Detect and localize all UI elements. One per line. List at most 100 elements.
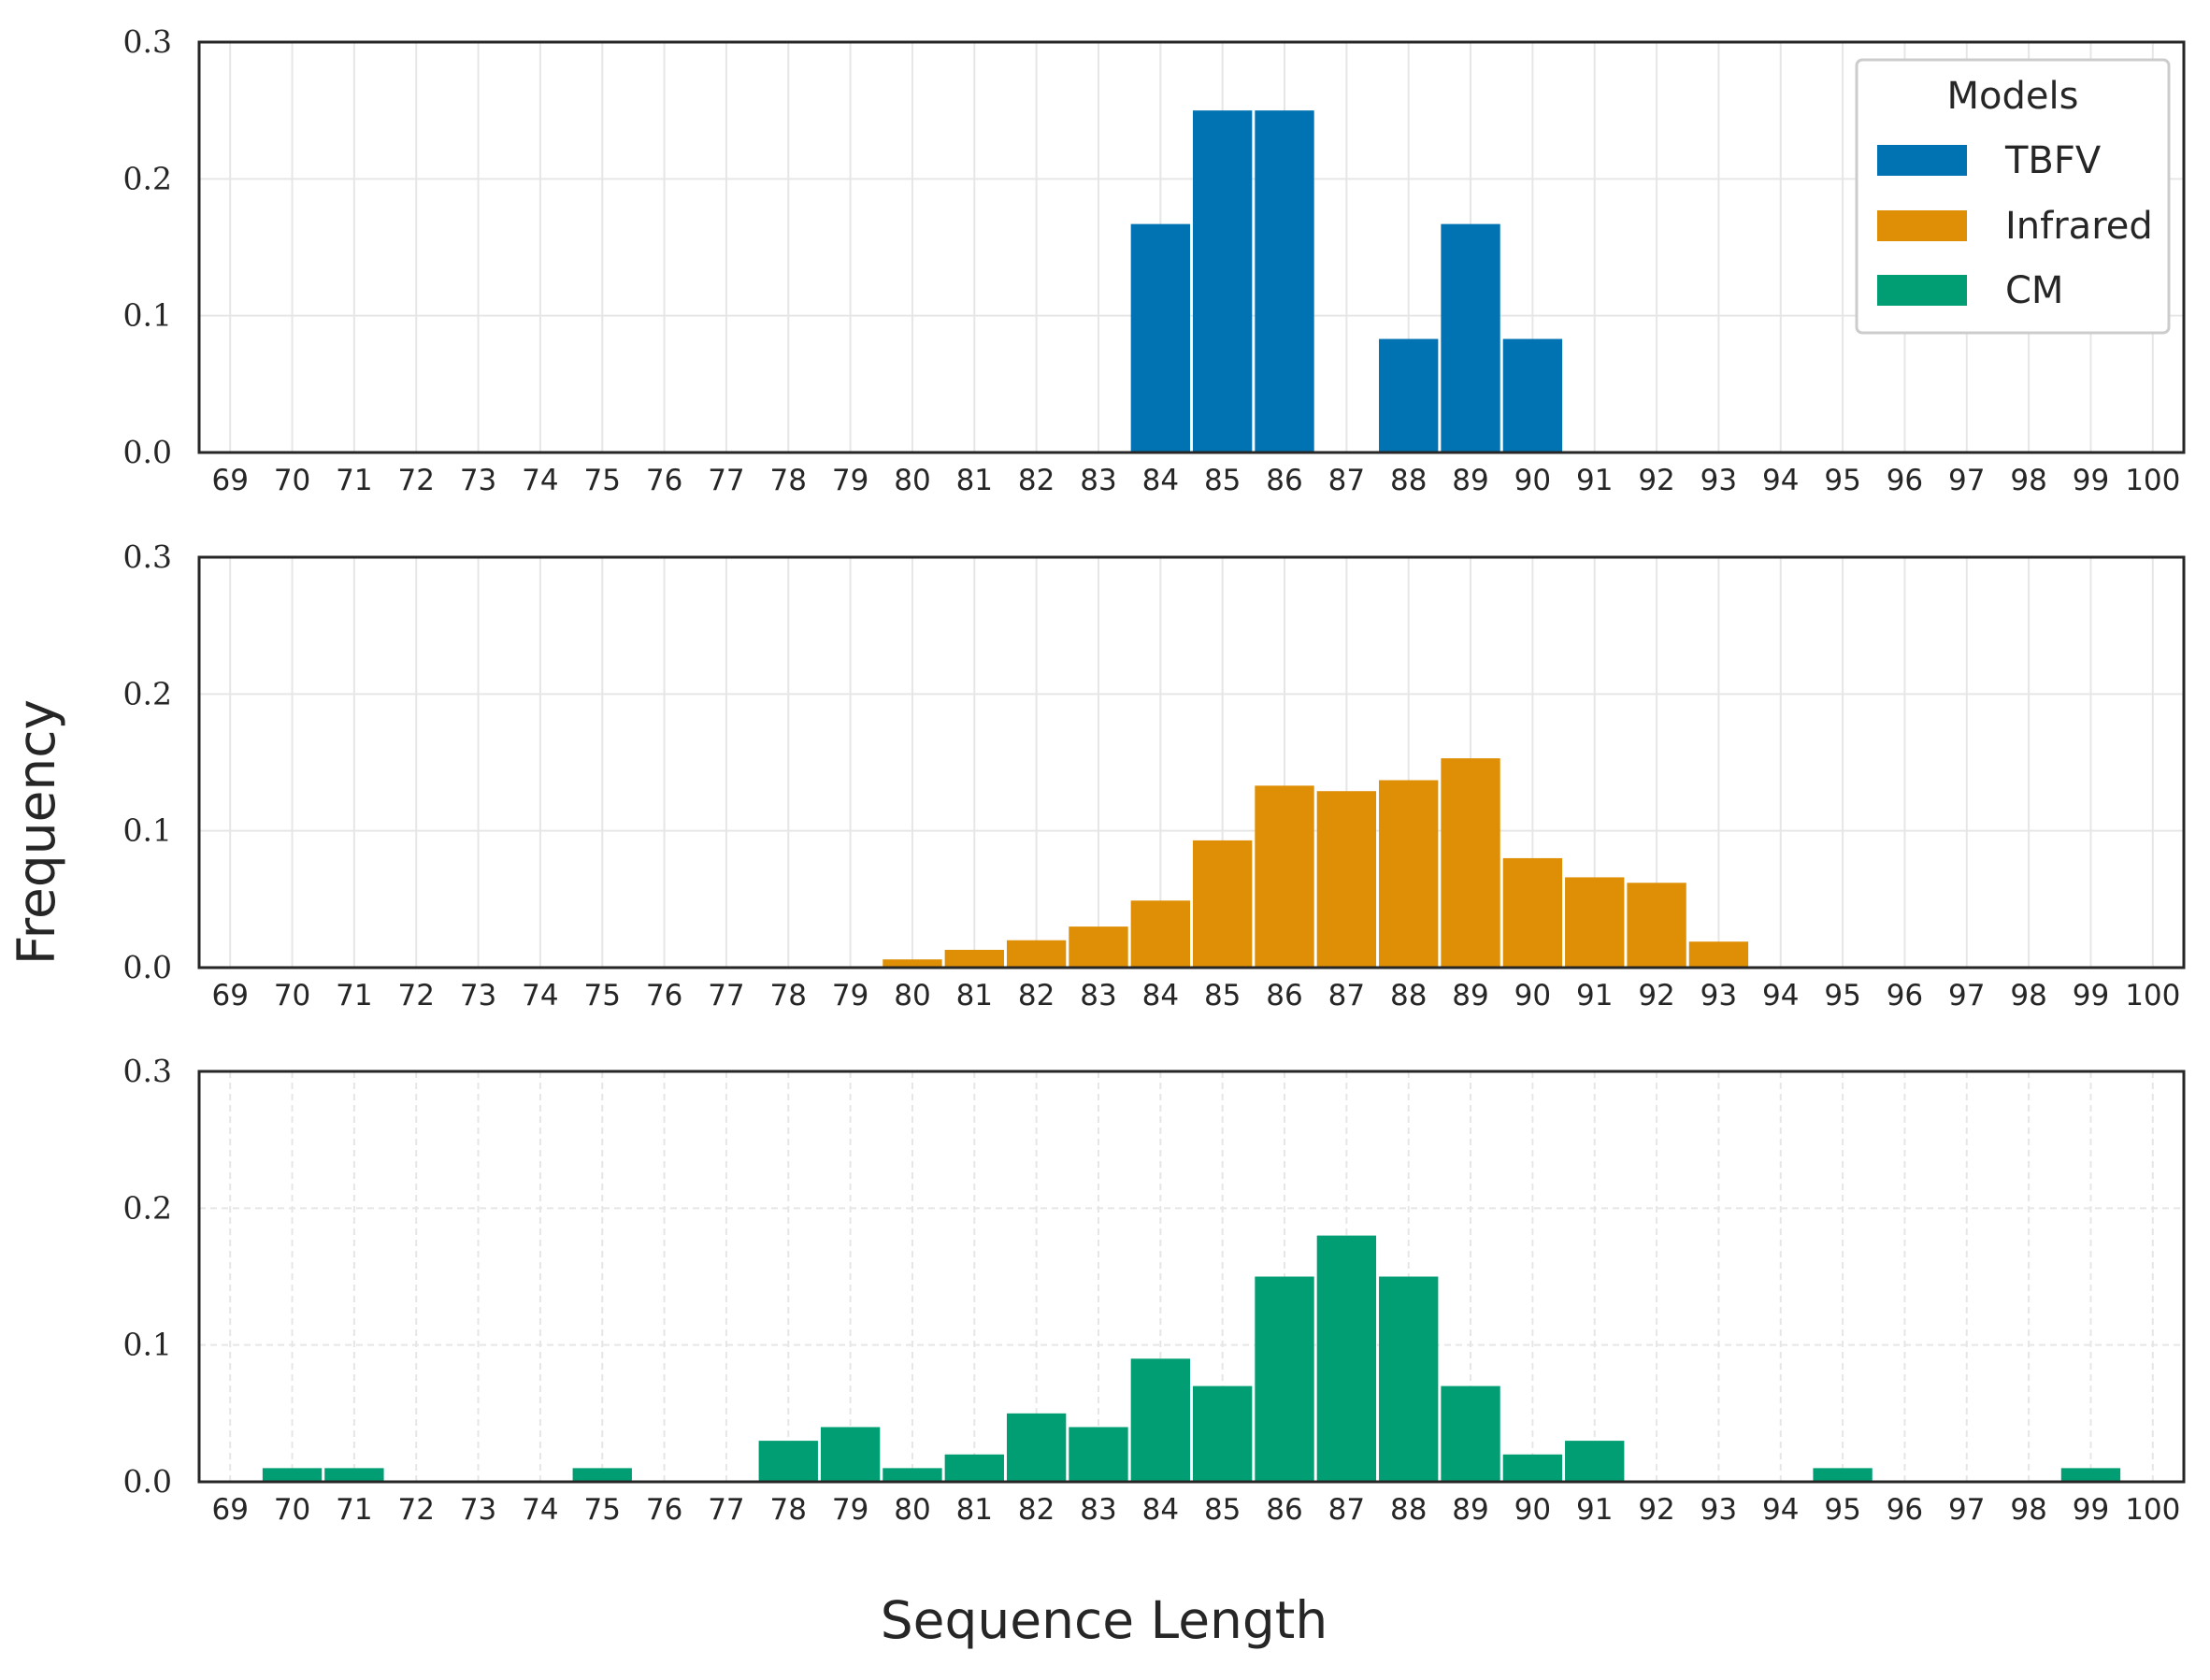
bar-91	[1565, 877, 1625, 968]
bar-86	[1255, 785, 1314, 968]
x-tick-label: 99	[2073, 1493, 2109, 1527]
bar-87	[1316, 791, 1377, 968]
x-tick-label: 91	[1576, 464, 1613, 497]
x-tick-label: 92	[1638, 464, 1674, 497]
x-tick-label: 80	[894, 464, 930, 497]
x-tick-label: 72	[397, 979, 434, 1012]
x-tick-label: 94	[1762, 1493, 1799, 1527]
x-tick-label: 98	[2010, 464, 2046, 497]
panel-infrared: 0.0 0.1 0.2 0.3 69 70 71 72 73 74 75 76 77 78 79 80 81 82…	[123, 538, 2186, 1012]
x-tick-label: 72	[397, 1493, 434, 1527]
bar-86	[1255, 110, 1314, 453]
x-tick-label: 89	[1452, 979, 1488, 1012]
bar-84	[1130, 900, 1190, 968]
x-tick-label: 74	[522, 979, 558, 1012]
x-tick-label: 78	[770, 464, 807, 497]
x-tick-label: 81	[956, 979, 993, 1012]
x-tick-label: 86	[1266, 979, 1302, 1012]
x-tick-label: 85	[1204, 464, 1241, 497]
y-tick-label: 0.3	[123, 1053, 172, 1089]
x-tick-label: 81	[956, 464, 993, 497]
y-tick-label: 0.2	[123, 1189, 172, 1226]
x-tick-label: 76	[646, 979, 682, 1012]
x-tick-label: 84	[1142, 1493, 1179, 1527]
x-tick-label: 100	[2125, 979, 2180, 1012]
x-tick-label: 93	[1701, 464, 1737, 497]
legend-title: Models	[1947, 75, 2079, 118]
x-tick-label: 86	[1266, 1493, 1302, 1527]
x-tick-label: 74	[522, 464, 558, 497]
bar-90	[1502, 857, 1563, 968]
legend-swatch-infrared	[1877, 210, 1967, 241]
x-tick-label: 94	[1762, 464, 1799, 497]
x-tick-label: 95	[1824, 1493, 1860, 1527]
x-tick-label: 83	[1080, 464, 1116, 497]
x-tick-label: 77	[708, 464, 744, 497]
x-tick-label: 94	[1762, 979, 1799, 1012]
legend-box	[1855, 58, 2171, 335]
x-tick-label: 82	[1018, 464, 1055, 497]
x-tick-label: 99	[2073, 464, 2109, 497]
x-tick-label: 82	[1018, 979, 1055, 1012]
x-tick-label: 86	[1266, 464, 1302, 497]
bar-89	[1441, 223, 1500, 452]
y-tick-label: 0.0	[123, 434, 172, 470]
x-tick-label: 98	[2010, 979, 2046, 1012]
x-tick-label: 95	[1824, 464, 1860, 497]
x-tick-label: 74	[522, 1493, 558, 1527]
y-tick-label: 0.2	[123, 675, 172, 711]
y-tick-label: 0.3	[123, 23, 172, 60]
panel-tbfv: 0.0 0.1 0.2 0.3 69 70 71 72 73 74 75 76 77 78 79 80 81 82…	[123, 23, 2186, 497]
panel-cm: 0.0 0.1 0.2 0.3 69 70 71 72 73 74 75 76 77 78 79 80 81 82…	[123, 1053, 2186, 1527]
legend-label-cm: CM	[2005, 269, 2063, 312]
bar-81	[944, 949, 1004, 968]
bar-89	[1441, 1386, 1500, 1482]
x-tick-label: 92	[1638, 979, 1674, 1012]
x-tick-label: 87	[1328, 1493, 1365, 1527]
plot-frame	[197, 1070, 2186, 1484]
legend-swatch-cm	[1877, 275, 1967, 306]
plot-frame	[197, 555, 2186, 969]
x-tick-label: 91	[1576, 1493, 1613, 1527]
x-tick-label: 96	[1887, 1493, 1923, 1527]
bar-78	[758, 1441, 818, 1482]
y-tick-label: 0.1	[123, 1327, 172, 1363]
bar-83	[1069, 1427, 1128, 1482]
x-tick-label: 75	[584, 1493, 621, 1527]
bar-84	[1130, 1358, 1190, 1482]
bar-85	[1193, 1386, 1253, 1482]
x-tick-label: 90	[1514, 979, 1551, 1012]
bar-90	[1502, 338, 1563, 452]
y-tick-label: 0.1	[123, 812, 172, 849]
x-tick-label: 70	[274, 979, 310, 1012]
x-tick-label: 71	[336, 1493, 372, 1527]
bar-87	[1316, 1235, 1377, 1482]
x-tick-label: 79	[832, 464, 868, 497]
bar-80	[883, 1468, 942, 1482]
bar-75	[572, 1468, 632, 1482]
bar-70	[262, 1468, 323, 1482]
x-tick-label: 90	[1514, 464, 1551, 497]
y-tick-label: 0.0	[123, 1463, 172, 1500]
legend-label-infrared: Infrared	[2005, 205, 2153, 248]
bar-95	[1813, 1468, 1873, 1482]
x-tick-label: 88	[1390, 979, 1427, 1012]
x-tick-label: 77	[708, 979, 744, 1012]
bar-88	[1379, 1276, 1439, 1482]
y-tick-label: 0.1	[123, 297, 172, 334]
x-tick-label: 71	[336, 464, 372, 497]
bar-80	[883, 959, 942, 968]
x-tick-label: 76	[646, 1493, 682, 1527]
x-tick-label: 84	[1142, 464, 1179, 497]
legend-item-tbfv: TBFV	[1877, 139, 2102, 182]
x-tick-label: 73	[460, 464, 496, 497]
x-tick-label: 69	[211, 464, 248, 497]
legend-swatch-tbfv	[1877, 145, 1967, 176]
x-tick-label: 85	[1204, 1493, 1241, 1527]
x-tick-label: 79	[832, 979, 868, 1012]
bar-79	[820, 1427, 881, 1482]
y-tick-label: 0.3	[123, 538, 172, 575]
x-tick-label: 80	[894, 1493, 930, 1527]
x-tick-label: 73	[460, 979, 496, 1012]
x-tick-label: 87	[1328, 979, 1365, 1012]
